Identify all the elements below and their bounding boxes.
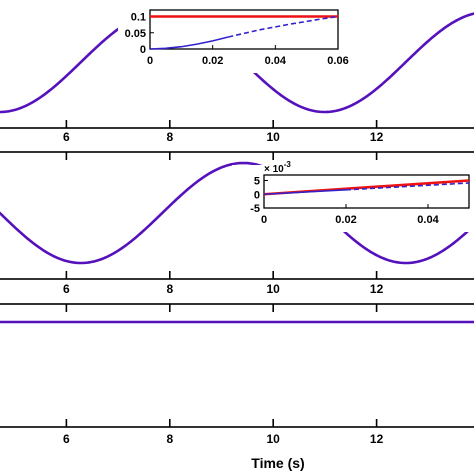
middle-xtick-label: 12 (370, 282, 384, 296)
middle-xtick-label: 10 (267, 282, 281, 296)
bottom-xtick-label: 10 (267, 432, 281, 446)
middle-inset-ytick-label: 5 (254, 176, 260, 188)
bottom-xtick-label: 8 (166, 432, 173, 446)
top-inset-xtick-label: 0 (147, 55, 153, 67)
middle-inset-xtick-label: 0.04 (417, 214, 439, 226)
middle-xtick-label: 8 (166, 282, 173, 296)
top-xtick-label: 6 (63, 130, 70, 144)
middle-inset: 0 0.02 0.04-505× 10-3 (232, 160, 474, 232)
bottom-xtick-label: 6 (63, 432, 70, 446)
middle-inset-xtick-label: 0.02 (335, 214, 356, 226)
top-inset-ytick-label: 0 (140, 44, 146, 56)
top-inset: 0 0.02 0.04 0.06 0 0.05 0.1 (118, 0, 349, 73)
middle-inset-ytick-label: -5 (250, 203, 260, 215)
top-inset-xtick-label: 0.06 (327, 55, 348, 67)
bottom-xtick-label: 12 (370, 432, 384, 446)
top-inset-xtick-label: 0.02 (202, 55, 223, 67)
top-inset-ytick-label: 0.05 (125, 28, 146, 40)
middle-xtick-label: 6 (63, 282, 70, 296)
top-inset-xtick-label: 0.04 (265, 55, 287, 67)
bottom-panel: 6 8 10 12 (0, 304, 474, 446)
top-xtick-label: 10 (267, 130, 281, 144)
middle-inset-ytick-label: 0 (254, 189, 260, 201)
middle-inset-xtick-label: 0 (261, 214, 267, 226)
top-xtick-label: 12 (370, 130, 384, 144)
top-inset-ytick-label: 0.1 (131, 12, 146, 24)
x-axis-label: Time (s) (251, 455, 304, 471)
top-xtick-label: 8 (166, 130, 173, 144)
